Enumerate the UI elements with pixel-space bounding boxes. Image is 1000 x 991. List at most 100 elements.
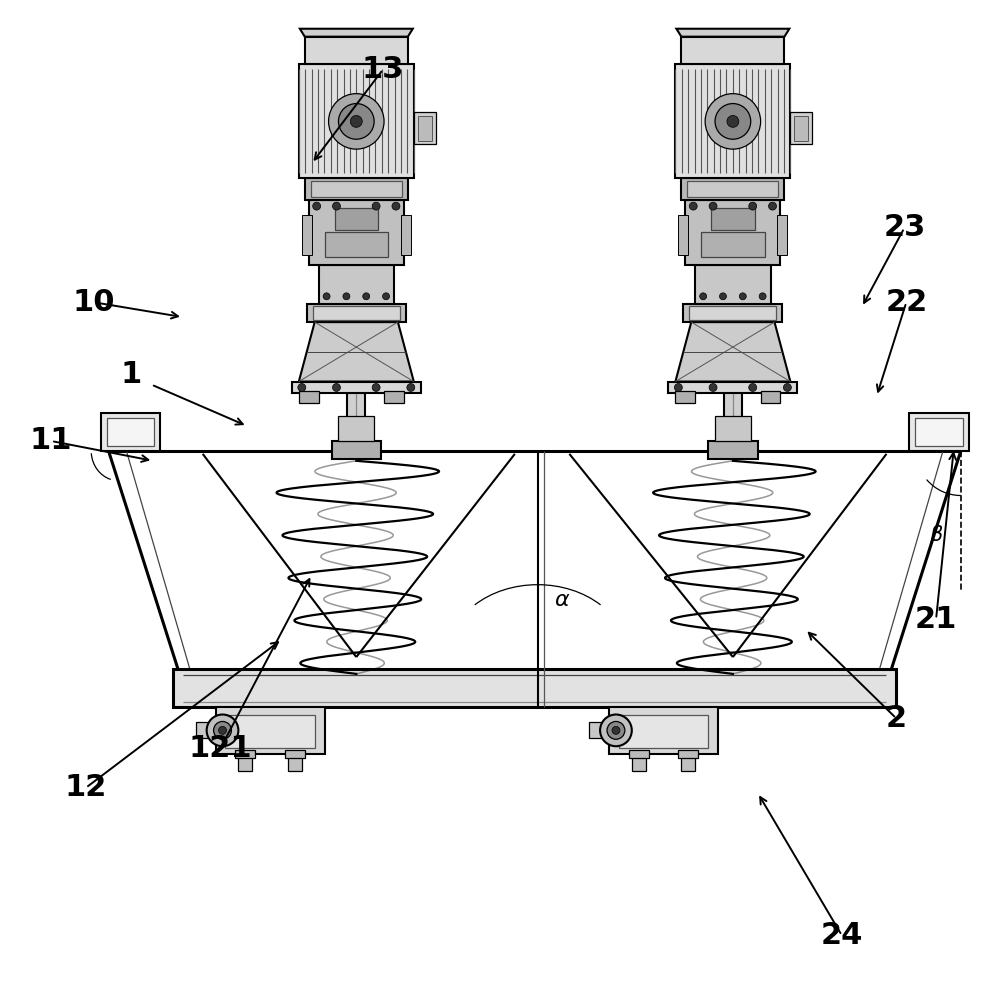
Circle shape [372, 384, 380, 391]
Bar [711, 208, 755, 230]
Text: 24: 24 [821, 921, 863, 950]
Bar [216, 707, 325, 754]
Bar [675, 64, 790, 178]
Polygon shape [300, 29, 413, 37]
Circle shape [407, 384, 415, 391]
Circle shape [298, 384, 306, 391]
Circle shape [749, 384, 757, 391]
Bar [307, 304, 406, 322]
Bar [305, 178, 408, 200]
Circle shape [769, 202, 776, 210]
Bar [695, 265, 771, 304]
Circle shape [600, 715, 632, 746]
Bar [619, 715, 708, 748]
Bar [715, 416, 751, 441]
Bar [285, 750, 305, 758]
Bar [589, 722, 614, 738]
Text: 11: 11 [30, 426, 72, 456]
Bar [309, 200, 404, 265]
Bar [418, 116, 432, 141]
Bar [761, 391, 780, 403]
Circle shape [749, 202, 757, 210]
Bar [347, 391, 365, 451]
Text: $\alpha$: $\alpha$ [554, 590, 571, 609]
Circle shape [343, 293, 350, 299]
Text: 12: 12 [65, 773, 107, 803]
Bar [678, 215, 688, 255]
Text: 21: 21 [915, 605, 957, 634]
Bar [225, 715, 315, 748]
Bar [681, 37, 784, 64]
Text: 22: 22 [885, 287, 927, 317]
Bar [632, 756, 646, 771]
Circle shape [709, 202, 717, 210]
Bar [173, 669, 896, 707]
Bar [915, 418, 963, 446]
Bar [292, 382, 421, 393]
Bar [238, 756, 252, 771]
Text: 121: 121 [189, 733, 252, 763]
Bar [687, 181, 778, 197]
Bar [790, 112, 812, 144]
Bar [235, 750, 255, 758]
Circle shape [219, 726, 226, 734]
Circle shape [372, 202, 380, 210]
Bar [196, 722, 221, 738]
Circle shape [720, 293, 726, 299]
Bar [708, 441, 758, 459]
Text: 23: 23 [883, 213, 925, 243]
Circle shape [329, 93, 384, 149]
Circle shape [313, 202, 321, 210]
Bar [299, 391, 319, 403]
Circle shape [783, 384, 791, 391]
Bar [335, 208, 378, 230]
Polygon shape [299, 322, 414, 382]
Bar [325, 232, 388, 257]
Circle shape [333, 384, 340, 391]
Text: 2: 2 [886, 704, 907, 733]
Bar [683, 304, 782, 322]
Bar [685, 200, 780, 265]
Polygon shape [675, 322, 790, 382]
Circle shape [700, 293, 707, 299]
Circle shape [689, 202, 697, 210]
Circle shape [709, 384, 717, 391]
Circle shape [323, 293, 330, 299]
Bar [311, 181, 402, 197]
Circle shape [727, 115, 739, 127]
Bar [107, 418, 154, 446]
Bar [384, 391, 404, 403]
Circle shape [739, 293, 746, 299]
Bar [332, 441, 381, 459]
Circle shape [207, 715, 238, 746]
Bar [794, 116, 808, 141]
Bar [338, 416, 374, 441]
Circle shape [333, 202, 340, 210]
Text: 1: 1 [121, 360, 142, 389]
Text: $\beta$: $\beta$ [929, 523, 943, 547]
Circle shape [363, 293, 370, 299]
Bar [681, 178, 784, 200]
Bar [681, 756, 695, 771]
Circle shape [674, 384, 682, 391]
Circle shape [392, 202, 400, 210]
Circle shape [607, 721, 625, 739]
Circle shape [715, 103, 751, 139]
Bar [777, 215, 787, 255]
Bar [313, 306, 400, 320]
Circle shape [612, 726, 620, 734]
Circle shape [350, 115, 362, 127]
Bar [414, 112, 436, 144]
Bar [305, 37, 408, 64]
Bar [401, 215, 411, 255]
Circle shape [214, 721, 231, 739]
Bar [678, 750, 698, 758]
Bar [302, 215, 312, 255]
Text: 10: 10 [72, 287, 115, 317]
Bar [689, 306, 776, 320]
Circle shape [759, 293, 766, 299]
Bar [319, 265, 394, 304]
Circle shape [383, 293, 390, 299]
Circle shape [705, 93, 761, 149]
Circle shape [338, 103, 374, 139]
